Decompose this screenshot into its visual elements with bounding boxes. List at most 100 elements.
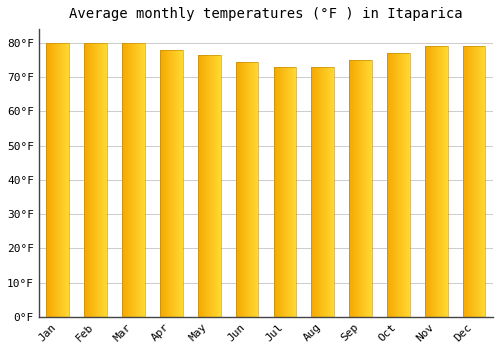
Bar bbox=[277, 67, 278, 317]
Bar bbox=[355, 60, 356, 317]
Bar bbox=[436, 46, 437, 317]
Bar bbox=[425, 46, 426, 317]
Bar bbox=[477, 46, 478, 317]
Bar bbox=[405, 53, 406, 317]
Bar bbox=[332, 67, 333, 317]
Bar bbox=[256, 62, 257, 317]
Bar bbox=[139, 43, 140, 317]
Bar bbox=[143, 43, 144, 317]
Bar bbox=[480, 46, 481, 317]
Bar bbox=[57, 43, 58, 317]
Bar bbox=[104, 43, 105, 317]
Bar bbox=[280, 67, 281, 317]
Bar bbox=[362, 60, 363, 317]
Bar bbox=[141, 43, 142, 317]
Bar bbox=[286, 67, 287, 317]
Bar bbox=[353, 60, 354, 317]
Bar bbox=[242, 62, 243, 317]
Bar bbox=[406, 53, 407, 317]
Bar bbox=[199, 55, 200, 317]
Bar bbox=[238, 62, 239, 317]
Bar bbox=[165, 50, 166, 317]
Bar bbox=[317, 67, 318, 317]
Bar bbox=[95, 43, 96, 317]
Bar bbox=[198, 55, 220, 317]
Bar bbox=[176, 50, 177, 317]
Bar bbox=[167, 50, 168, 317]
Bar bbox=[437, 46, 438, 317]
Bar bbox=[58, 43, 59, 317]
Bar bbox=[48, 43, 49, 317]
Bar bbox=[314, 67, 315, 317]
Bar bbox=[478, 46, 479, 317]
Bar bbox=[426, 46, 427, 317]
Bar bbox=[390, 53, 391, 317]
Bar bbox=[446, 46, 447, 317]
Bar bbox=[51, 43, 52, 317]
Bar bbox=[350, 60, 351, 317]
Bar bbox=[140, 43, 141, 317]
Bar bbox=[330, 67, 331, 317]
Bar bbox=[359, 60, 360, 317]
Bar bbox=[65, 43, 66, 317]
Bar bbox=[396, 53, 398, 317]
Bar bbox=[137, 43, 138, 317]
Bar bbox=[201, 55, 202, 317]
Bar bbox=[213, 55, 214, 317]
Bar bbox=[215, 55, 216, 317]
Bar bbox=[389, 53, 390, 317]
Bar bbox=[445, 46, 446, 317]
Bar bbox=[169, 50, 170, 317]
Bar bbox=[106, 43, 107, 317]
Bar bbox=[105, 43, 106, 317]
Bar bbox=[356, 60, 357, 317]
Bar bbox=[331, 67, 332, 317]
Bar bbox=[68, 43, 69, 317]
Bar bbox=[240, 62, 241, 317]
Bar bbox=[122, 43, 145, 317]
Bar bbox=[360, 60, 361, 317]
Bar bbox=[364, 60, 365, 317]
Bar bbox=[257, 62, 258, 317]
Bar bbox=[202, 55, 203, 317]
Bar bbox=[432, 46, 433, 317]
Bar bbox=[123, 43, 124, 317]
Bar bbox=[138, 43, 139, 317]
Bar bbox=[181, 50, 182, 317]
Bar bbox=[211, 55, 212, 317]
Bar bbox=[444, 46, 445, 317]
Bar bbox=[485, 46, 486, 317]
Bar bbox=[89, 43, 90, 317]
Bar bbox=[470, 46, 472, 317]
Bar bbox=[274, 67, 296, 317]
Bar bbox=[400, 53, 402, 317]
Bar bbox=[164, 50, 165, 317]
Bar bbox=[472, 46, 473, 317]
Bar bbox=[318, 67, 320, 317]
Bar bbox=[447, 46, 448, 317]
Bar bbox=[136, 43, 137, 317]
Bar bbox=[468, 46, 469, 317]
Bar bbox=[53, 43, 54, 317]
Bar bbox=[56, 43, 57, 317]
Bar bbox=[255, 62, 256, 317]
Bar bbox=[168, 50, 169, 317]
Bar bbox=[198, 55, 199, 317]
Bar bbox=[250, 62, 251, 317]
Bar bbox=[172, 50, 173, 317]
Bar bbox=[361, 60, 362, 317]
Bar bbox=[440, 46, 441, 317]
Bar bbox=[325, 67, 326, 317]
Bar bbox=[52, 43, 53, 317]
Bar bbox=[85, 43, 86, 317]
Bar bbox=[466, 46, 468, 317]
Bar bbox=[407, 53, 408, 317]
Bar bbox=[177, 50, 178, 317]
Bar bbox=[469, 46, 470, 317]
Bar bbox=[365, 60, 366, 317]
Bar bbox=[209, 55, 210, 317]
Bar bbox=[399, 53, 400, 317]
Bar bbox=[243, 62, 244, 317]
Bar bbox=[275, 67, 276, 317]
Bar bbox=[210, 55, 211, 317]
